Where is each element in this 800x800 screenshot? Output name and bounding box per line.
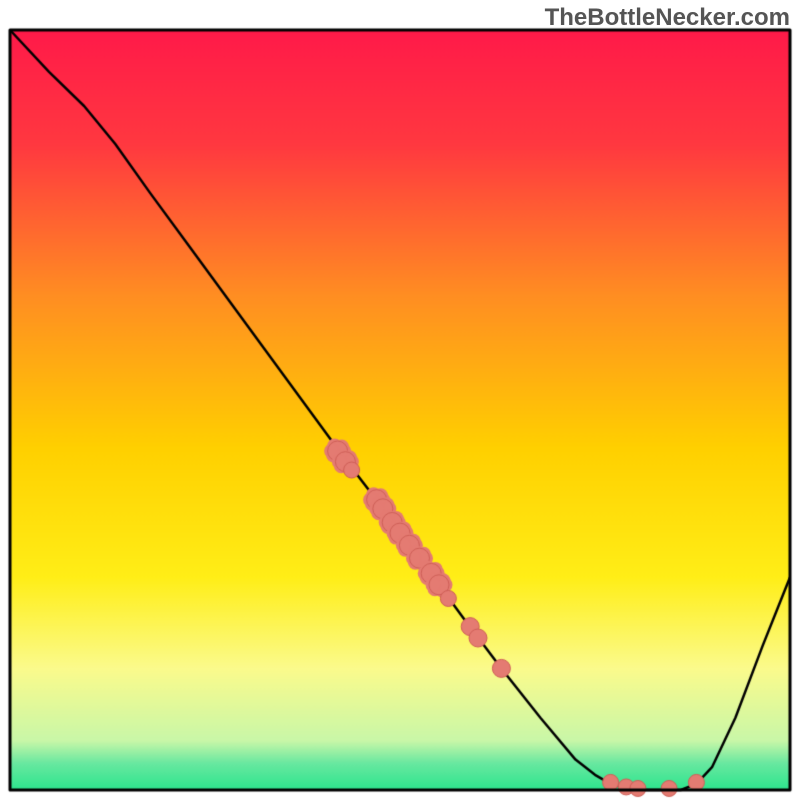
bottleneck-chart-canvas (0, 0, 800, 800)
watermark-label: TheBottleNecker.com (545, 4, 790, 32)
